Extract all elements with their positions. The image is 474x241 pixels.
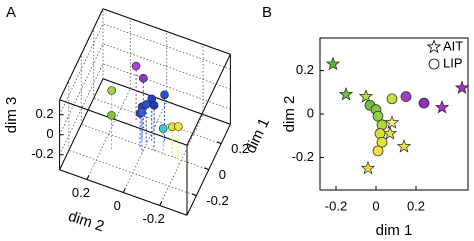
data-point xyxy=(374,128,386,139)
data-point xyxy=(137,108,147,117)
x-tick-label: 0.2 xyxy=(231,141,249,156)
data-point xyxy=(386,93,398,105)
legend-marker xyxy=(426,39,442,54)
tick-mark xyxy=(122,188,126,193)
data-point xyxy=(454,80,470,95)
tick-mark xyxy=(159,201,163,206)
grid-line xyxy=(59,63,104,155)
panel-label: A xyxy=(6,4,16,21)
data-point xyxy=(382,125,398,140)
data-point xyxy=(149,100,159,110)
panel-label: B xyxy=(262,4,272,21)
y-tick-label: -0.2 xyxy=(142,211,164,226)
y-tick-label: -0.2 xyxy=(292,149,314,164)
y-axis-label: dim 2 xyxy=(281,96,298,133)
box-edge xyxy=(59,8,104,100)
y-tick-label: 0 xyxy=(114,198,121,213)
grid-line xyxy=(102,63,231,110)
data-point xyxy=(396,139,412,153)
grid-line xyxy=(59,23,104,115)
data-point xyxy=(384,115,400,129)
data-point xyxy=(376,136,388,148)
grid-line xyxy=(93,97,222,145)
data-point xyxy=(376,119,388,131)
z-axis-label: dim 3 xyxy=(3,97,20,134)
box-edge xyxy=(186,54,231,146)
data-point xyxy=(360,160,376,175)
data-point xyxy=(158,124,168,133)
z-tick-label: -0.2 xyxy=(31,146,53,161)
legend-label: AIT xyxy=(443,38,463,53)
grid-line xyxy=(159,114,204,206)
y-tick-label: 0.2 xyxy=(72,185,90,200)
legend-label: LIP xyxy=(443,55,463,70)
x-axis-label: dim 1 xyxy=(376,222,413,239)
x-tick-label: 0.2 xyxy=(407,198,425,213)
y-axis-label: dim 2 xyxy=(66,208,106,236)
y-tick-label: 0.2 xyxy=(296,62,314,77)
data-point xyxy=(174,122,183,131)
data-point xyxy=(160,90,169,100)
grid-line xyxy=(59,43,104,135)
data-point xyxy=(338,87,354,101)
data-point xyxy=(434,99,450,114)
data-point xyxy=(372,145,384,157)
grid-line xyxy=(102,23,231,70)
data-point xyxy=(139,73,148,83)
data-point xyxy=(107,110,116,120)
legend-marker xyxy=(428,58,440,70)
tick-mark xyxy=(192,193,197,197)
data-point xyxy=(418,97,430,109)
y-tick-label: 0 xyxy=(307,105,314,120)
box-edge xyxy=(102,8,231,55)
tick-mark xyxy=(86,175,90,180)
x-tick-label: 0 xyxy=(219,167,226,182)
z-tick-label: 0.2 xyxy=(36,106,54,121)
data-point xyxy=(325,56,341,71)
data-point xyxy=(141,100,151,109)
grid-line xyxy=(86,88,131,180)
grid-line xyxy=(102,43,231,90)
data-point xyxy=(372,110,384,122)
tick-mark xyxy=(216,141,222,145)
x-tick-label: 0 xyxy=(372,198,379,213)
z-tick-label: 0 xyxy=(46,126,53,141)
data-point xyxy=(400,91,412,102)
data-point xyxy=(107,86,116,95)
grid-line xyxy=(122,101,168,193)
x-tick-label: -0.2 xyxy=(206,193,228,208)
data-point xyxy=(131,61,141,71)
tick-mark xyxy=(204,167,209,171)
x-tick-label: -0.2 xyxy=(325,198,347,213)
box-edge xyxy=(59,99,188,146)
data-point xyxy=(358,89,374,103)
